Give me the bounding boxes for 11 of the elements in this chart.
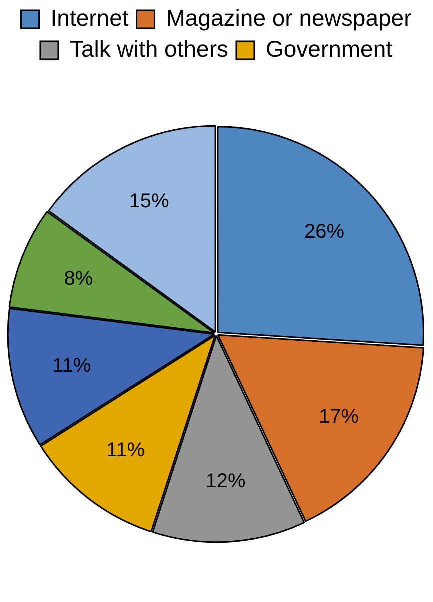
data-label: 17% (319, 406, 360, 428)
legend-label: Talk with others (70, 36, 228, 62)
legend-label: Magazine or newspaper (166, 4, 412, 31)
legend-label: Government (266, 36, 394, 62)
data-label: 15% (129, 190, 170, 213)
data-label: 26% (304, 221, 345, 244)
data-label: 8% (64, 268, 94, 290)
data-label: 11% (52, 354, 92, 377)
data-label: 11% (106, 440, 146, 462)
legend-label: Internet (50, 4, 130, 31)
data-label: 12% (206, 470, 246, 492)
